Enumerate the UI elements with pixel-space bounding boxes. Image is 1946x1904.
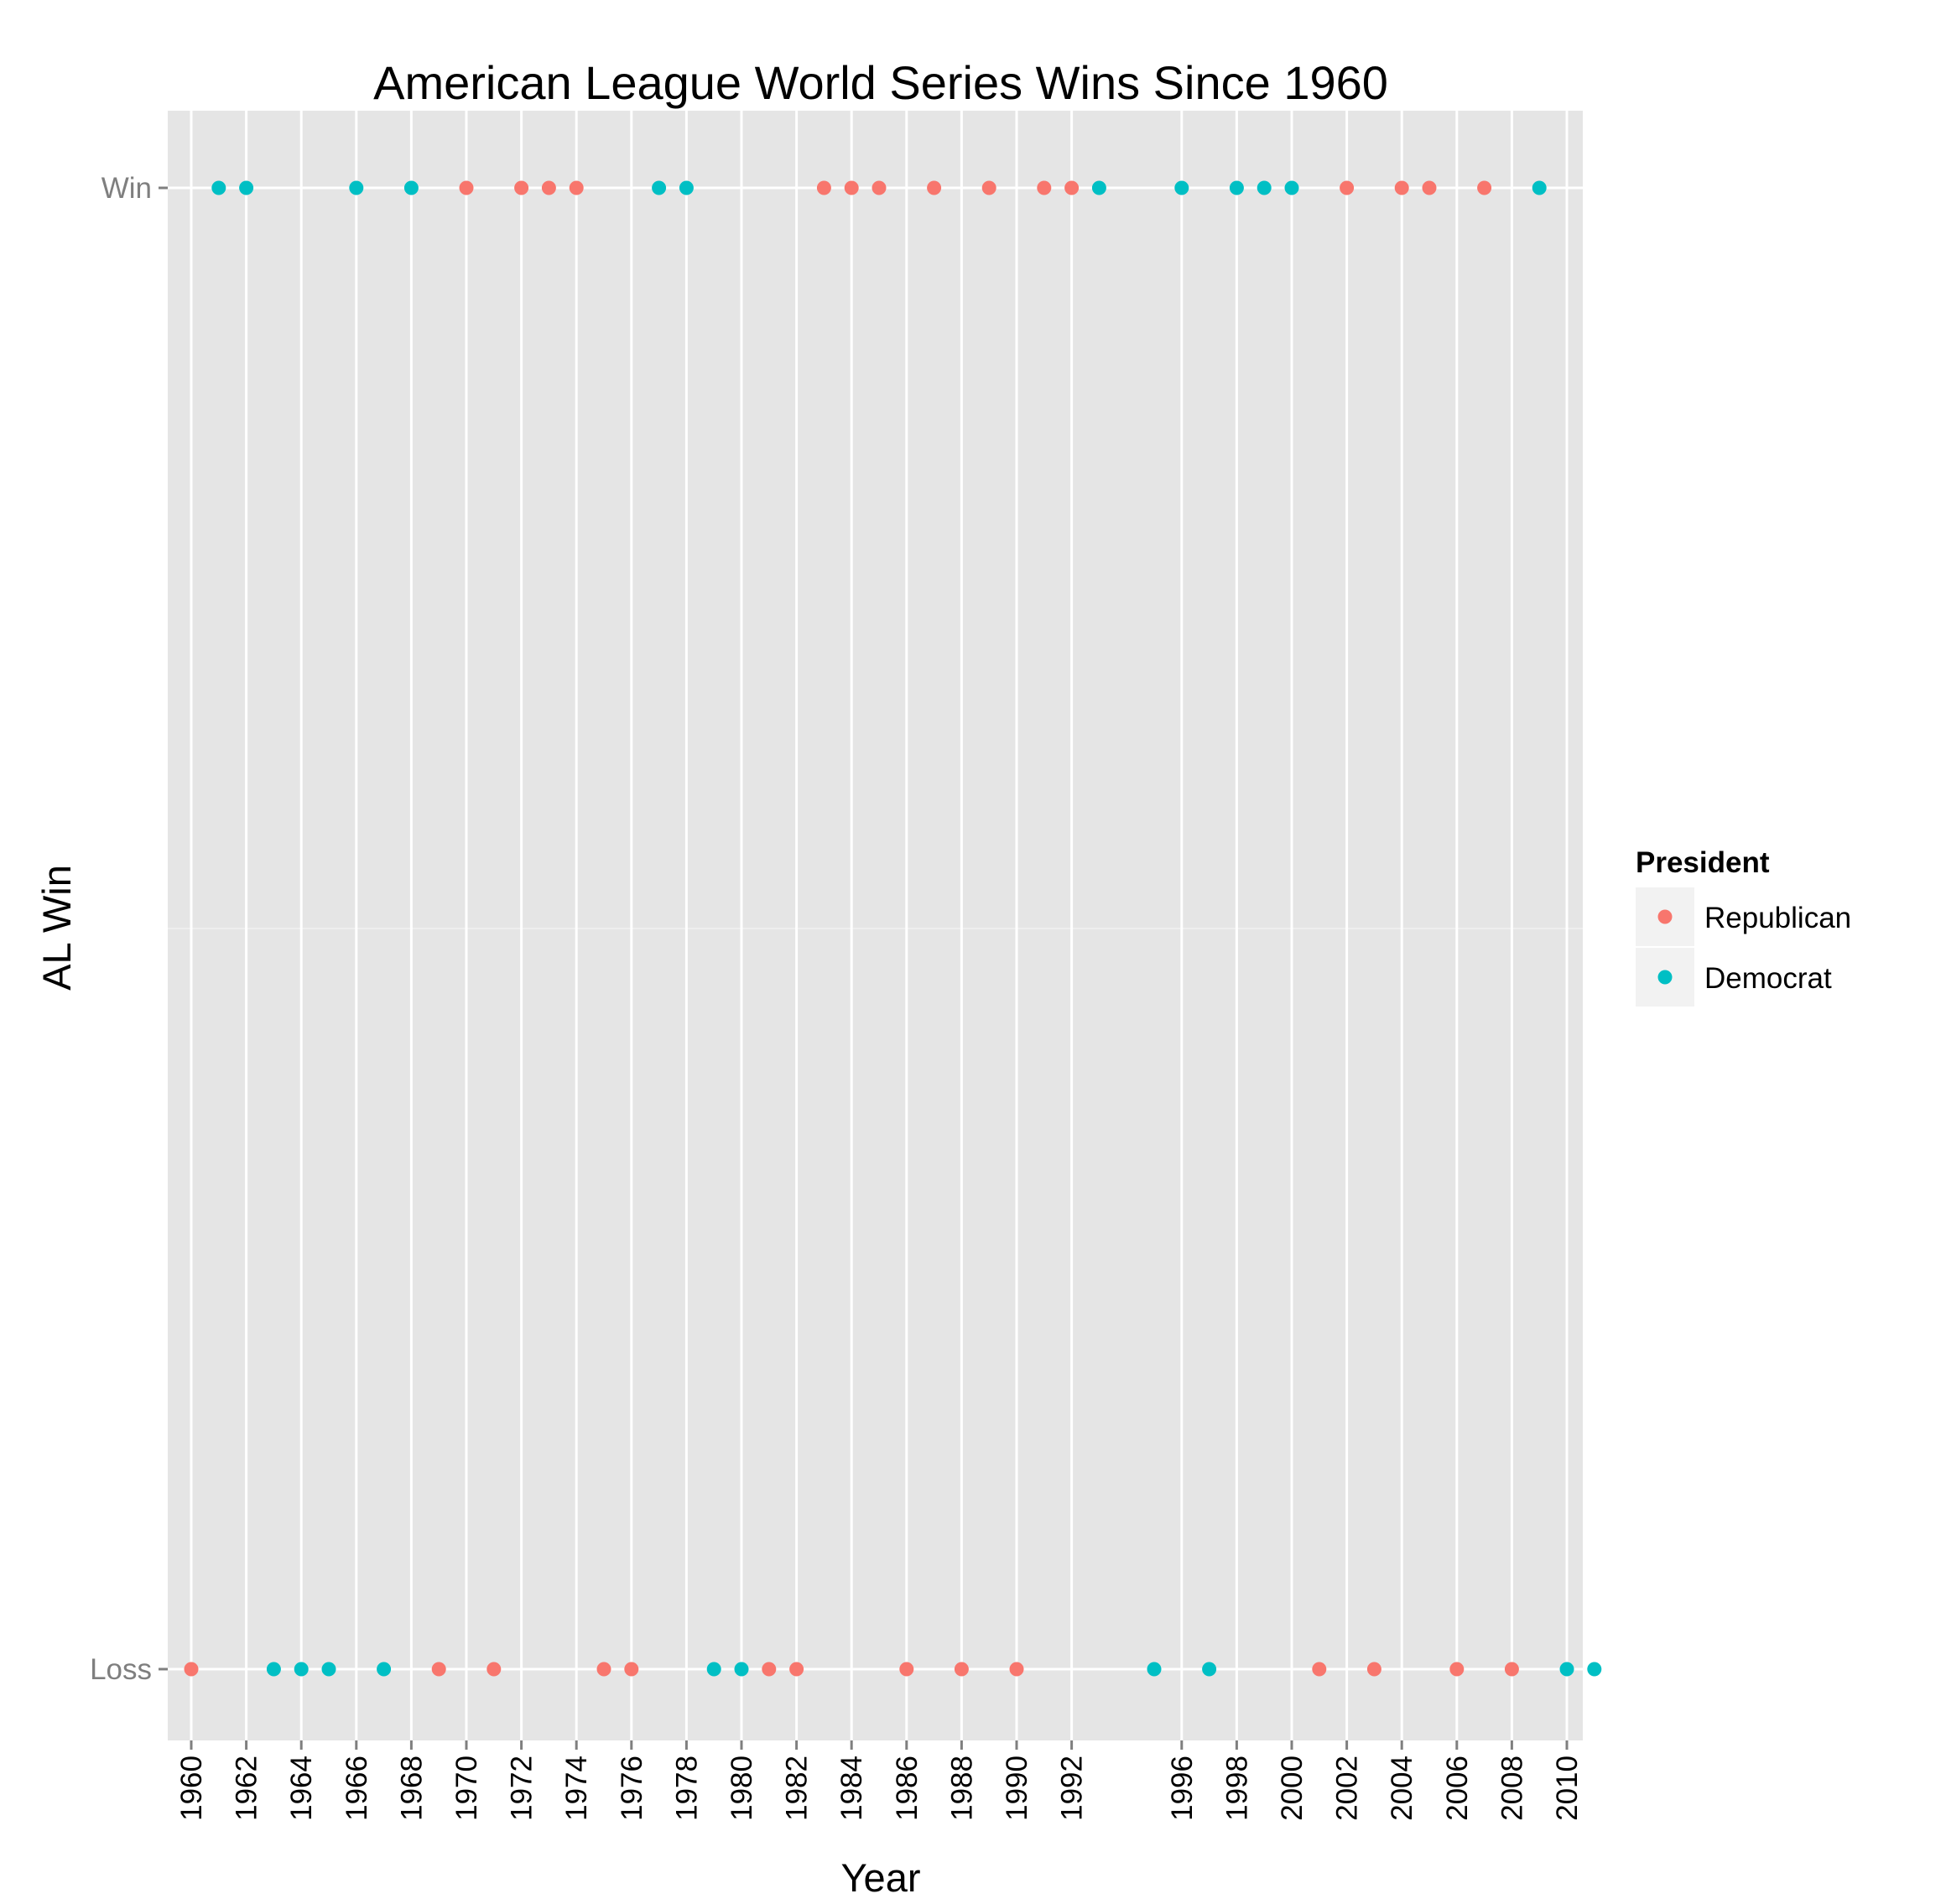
x-tick-label: 1960 [175,1756,208,1821]
x-tick-label: 1968 [395,1756,428,1821]
x-tick-label: 1964 [285,1756,318,1821]
data-point-republican [514,180,529,195]
data-point-democrat [652,180,667,195]
y-axis-title: AL Win [34,865,79,991]
data-point-republican [762,1662,777,1677]
legend-key-democrat [1657,970,1673,985]
x-tick-label: 1962 [231,1756,263,1821]
data-point-democrat [239,180,254,195]
x-tick-label: 1984 [835,1756,868,1821]
legend-label-republican: Republican [1704,902,1851,934]
y-tick-label: Win [101,172,152,205]
data-point-republican [184,1662,199,1677]
data-point-republican [872,180,887,195]
data-point-republican [816,180,831,195]
x-tick-label: 1976 [616,1756,648,1821]
x-tick-label: 2004 [1386,1756,1418,1821]
x-tick-label: 2000 [1276,1756,1309,1821]
data-point-republican [1422,180,1437,195]
data-point-democrat [1284,180,1299,195]
x-tick-label: 1980 [726,1756,758,1821]
data-point-republican [541,180,556,195]
legend: President Republican Democrat [1636,846,1851,1007]
x-tick-label: 1972 [506,1756,539,1821]
data-point-democrat [294,1662,309,1677]
x-tick-label: 2002 [1331,1756,1364,1821]
x-tick-label: 1970 [450,1756,483,1821]
data-point-republican [1366,1662,1381,1677]
x-tick-label: 1988 [945,1756,978,1821]
data-point-democrat [679,180,694,195]
legend-label-democrat: Democrat [1704,962,1832,995]
legend-key-republican [1657,909,1673,924]
data-point-republican [899,1662,914,1677]
data-point-democrat [1174,180,1189,195]
data-point-democrat [377,1662,392,1677]
x-tick-label: 1966 [341,1756,373,1821]
data-point-republican [569,180,584,195]
x-tick-label: 1974 [560,1756,593,1821]
data-point-republican [1064,180,1080,195]
data-point-democrat [349,180,364,195]
data-point-democrat [1147,1662,1162,1677]
data-point-republican [954,1662,969,1677]
data-point-republican [1394,180,1409,195]
data-point-democrat [403,180,419,195]
data-point-democrat [266,1662,281,1677]
x-tick-label: 1992 [1056,1756,1089,1821]
data-point-republican [1449,1662,1465,1677]
data-point-republican [624,1662,639,1677]
y-tick-label: Loss [90,1653,152,1686]
x-axis: 1960 1962 1964 1966 1968 1970 1972 1974 1976 1978… [175,1740,1584,1821]
data-point-republican [927,180,942,195]
data-point-republican [1037,180,1052,195]
data-point-republican [1477,180,1492,195]
y-axis: Loss Win [90,172,168,1686]
legend-title: President [1636,846,1770,879]
x-tick-label: 2006 [1441,1756,1474,1821]
data-point-democrat [1587,1662,1602,1677]
x-tick-label: 1996 [1166,1756,1199,1821]
data-point-republican [596,1662,611,1677]
x-tick-label: 1990 [1001,1756,1033,1821]
data-point-democrat [734,1662,749,1677]
data-point-republican [981,180,996,195]
data-point-democrat [1202,1662,1217,1677]
data-point-democrat [1532,180,1547,195]
data-point-republican [844,180,859,195]
x-tick-label: 1998 [1220,1756,1253,1821]
data-point-republican [1009,1662,1024,1677]
x-tick-label: 1978 [670,1756,703,1821]
data-point-republican [1340,180,1355,195]
data-point-democrat [1257,180,1272,195]
data-point-democrat [321,1662,336,1677]
panel-background [168,111,1583,1740]
data-point-democrat [1559,1662,1574,1677]
x-axis-title: Year [841,1855,921,1900]
x-tick-label: 2010 [1551,1756,1584,1821]
data-point-democrat [706,1662,721,1677]
plot-panel [168,111,1583,1740]
data-point-republican [486,1662,502,1677]
x-tick-label: 2008 [1496,1756,1528,1821]
x-tick-label: 1986 [891,1756,924,1821]
data-points [184,180,1602,1677]
chart-title: American League World Series Wins Since … [373,56,1388,109]
data-point-democrat [1229,180,1244,195]
data-point-republican [1312,1662,1327,1677]
x-tick-label: 1982 [781,1756,814,1821]
data-point-republican [789,1662,804,1677]
data-point-republican [431,1662,446,1677]
data-point-republican [459,180,474,195]
data-point-democrat [211,180,226,195]
data-point-republican [1504,1662,1519,1677]
data-point-democrat [1091,180,1106,195]
